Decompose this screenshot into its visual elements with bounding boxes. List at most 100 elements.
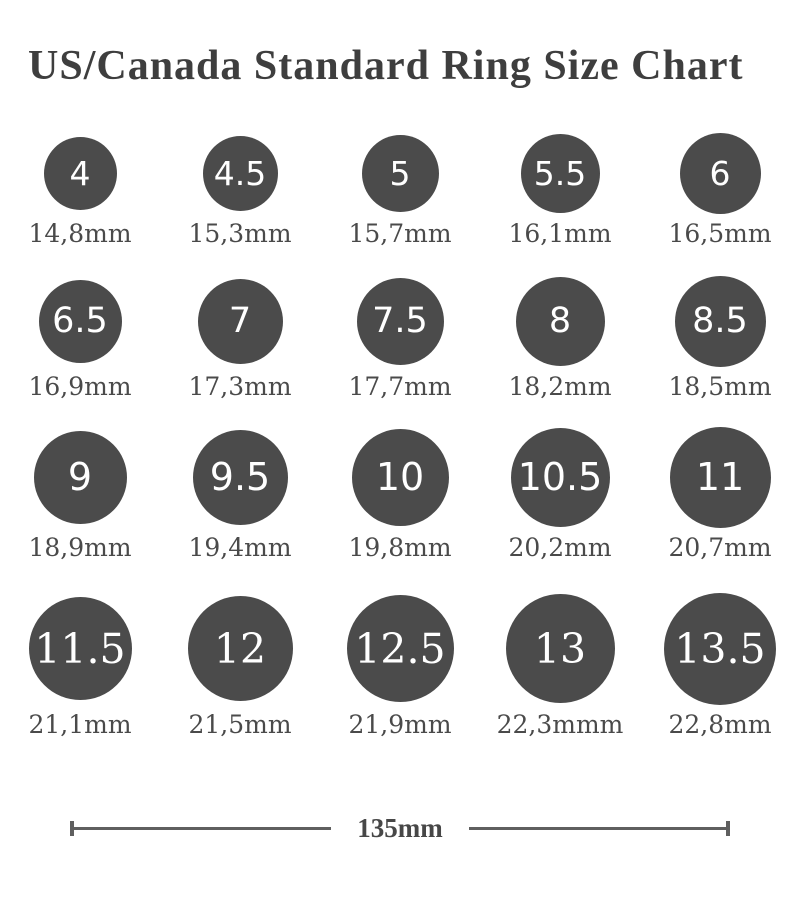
ring-size-item: 6 16,5mm (640, 132, 800, 248)
ring-diameter-label: 15,3mm (188, 219, 292, 248)
ring-diameter-label: 22,8mm (668, 710, 772, 739)
circle-wrap: 5 (361, 132, 439, 214)
ring-circle: 8.5 (674, 275, 766, 367)
ring-size-number: 7 (228, 301, 252, 341)
ring-diameter-label: 15,7mm (348, 219, 452, 248)
circle-wrap: 4 (43, 132, 117, 214)
ring-circle: 7.5 (356, 277, 444, 365)
ring-diameter-label: 16,9mm (28, 372, 132, 401)
ring-row: 6.5 16,9mm 7 17,3mm 7.5 17,7mm 8 18,2mm … (0, 275, 800, 401)
ring-diameter-label: 21,9mm (348, 710, 452, 739)
ring-size-item: 10.5 20,2mm (480, 426, 640, 562)
ring-row: 11.5 21,1mm 12 21,5mm 12.5 21,9mm 13 22,… (0, 592, 800, 739)
circle-wrap: 9.5 (192, 426, 288, 528)
ring-size-item: 13.5 22,8mm (640, 592, 800, 739)
ring-size-number: 12.5 (354, 624, 446, 673)
circle-wrap: 7.5 (356, 275, 444, 367)
ruler-length-label: 135mm (357, 813, 443, 843)
ring-size-number: 13.5 (674, 624, 766, 673)
ruler-left-tick (70, 821, 74, 836)
ring-size-number: 6.5 (52, 301, 108, 341)
circle-wrap: 6.5 (38, 275, 122, 367)
ring-size-number: 4 (69, 153, 91, 193)
ring-size-number: 11 (695, 455, 745, 499)
circle-wrap: 8 (515, 275, 605, 367)
ring-diameter-label: 20,7mm (668, 533, 772, 562)
ring-size-item: 9 18,9mm (0, 426, 160, 562)
ring-size-number: 13 (533, 624, 587, 673)
ring-size-item: 8.5 18,5mm (640, 275, 800, 401)
ring-size-item: 7.5 17,7mm (320, 275, 480, 401)
ring-row: 9 18,9mm 9.5 19,4mm 10 19,8mm 10.5 20,2m… (0, 426, 800, 562)
ring-circle: 11.5 (28, 597, 132, 700)
ring-circle: 7 (197, 278, 283, 364)
ring-diameter-label: 21,5mm (188, 710, 292, 739)
ring-size-item: 5.5 16,1mm (480, 132, 640, 248)
ring-size-number: 8 (548, 301, 572, 341)
ring-size-item: 11 20,7mm (640, 426, 800, 562)
ring-size-item: 12.5 21,9mm (320, 592, 480, 739)
circle-wrap: 10 (351, 426, 449, 528)
circle-wrap: 13.5 (664, 592, 776, 705)
ring-diameter-label: 19,4mm (188, 533, 292, 562)
ring-size-item: 13 22,3mmm (480, 592, 640, 739)
circle-wrap: 7 (197, 275, 283, 367)
ruler-right-tick (726, 821, 731, 836)
ring-size-number: 12 (213, 624, 267, 673)
ring-size-number: 4.5 (213, 153, 267, 193)
ring-diameter-label: 21,1mm (28, 710, 132, 739)
ring-diameter-label: 14,8mm (28, 219, 132, 248)
circle-wrap: 12.5 (346, 592, 454, 705)
ring-circle: 13 (505, 594, 615, 703)
ring-diameter-label: 18,9mm (28, 533, 132, 562)
ring-size-item: 11.5 21,1mm (0, 592, 160, 739)
ring-circle: 4 (43, 136, 117, 210)
scale-ruler: 135mm (70, 813, 731, 844)
ring-size-item: 6.5 16,9mm (0, 275, 160, 401)
ring-circle: 12 (187, 596, 293, 701)
ring-circle: 6 (679, 132, 761, 214)
ring-size-number: 11.5 (34, 624, 126, 673)
page-title: US/Canada Standard Ring Size Chart (28, 43, 744, 89)
ring-size-item: 9.5 19,4mm (160, 426, 320, 562)
ring-diameter-label: 20,2mm (508, 533, 612, 562)
ring-diameter-label: 17,7mm (348, 372, 452, 401)
ring-circle: 11 (669, 426, 771, 528)
circle-wrap: 13 (505, 592, 615, 705)
circle-wrap: 12 (187, 592, 293, 705)
ring-circle: 13.5 (664, 592, 776, 705)
ring-size-number: 9.5 (209, 455, 271, 499)
ring-size-number: 6 (709, 153, 731, 193)
ring-size-number: 9 (67, 455, 93, 499)
ring-size-number: 5.5 (533, 153, 587, 193)
ring-row: 4 14,8mm 4.5 15,3mm 5 15,7mm 5.5 16,1mm … (0, 132, 800, 248)
ring-size-item: 10 19,8mm (320, 426, 480, 562)
circle-wrap: 8.5 (674, 275, 766, 367)
ring-size-number: 10.5 (517, 455, 603, 499)
ring-size-item: 4 14,8mm (0, 132, 160, 248)
ring-size-item: 4.5 15,3mm (160, 132, 320, 248)
ring-circle: 5.5 (520, 133, 600, 213)
ring-circle: 8 (515, 276, 605, 366)
ring-circle: 12.5 (346, 595, 454, 702)
circle-wrap: 4.5 (202, 132, 278, 214)
ring-circle: 10 (351, 428, 449, 526)
ring-size-item: 12 21,5mm (160, 592, 320, 739)
circle-wrap: 5.5 (520, 132, 600, 214)
ruler-left-line (74, 827, 332, 830)
circle-wrap: 9 (33, 426, 127, 528)
ring-size-item: 7 17,3mm (160, 275, 320, 401)
ring-size-grid: 4 14,8mm 4.5 15,3mm 5 15,7mm 5.5 16,1mm … (0, 132, 800, 739)
ring-circle: 6.5 (38, 279, 122, 363)
ring-size-number: 5 (389, 153, 411, 193)
circle-wrap: 11.5 (28, 592, 132, 705)
ring-size-number: 10 (375, 455, 425, 499)
ring-circle: 5 (361, 134, 439, 212)
ring-diameter-label: 18,5mm (668, 372, 772, 401)
ring-size-item: 8 18,2mm (480, 275, 640, 401)
ring-circle: 4.5 (202, 135, 278, 211)
ring-diameter-label: 17,3mm (188, 372, 292, 401)
circle-wrap: 10.5 (510, 426, 610, 528)
ring-size-number: 7.5 (372, 301, 428, 341)
ring-circle: 9.5 (192, 429, 288, 525)
